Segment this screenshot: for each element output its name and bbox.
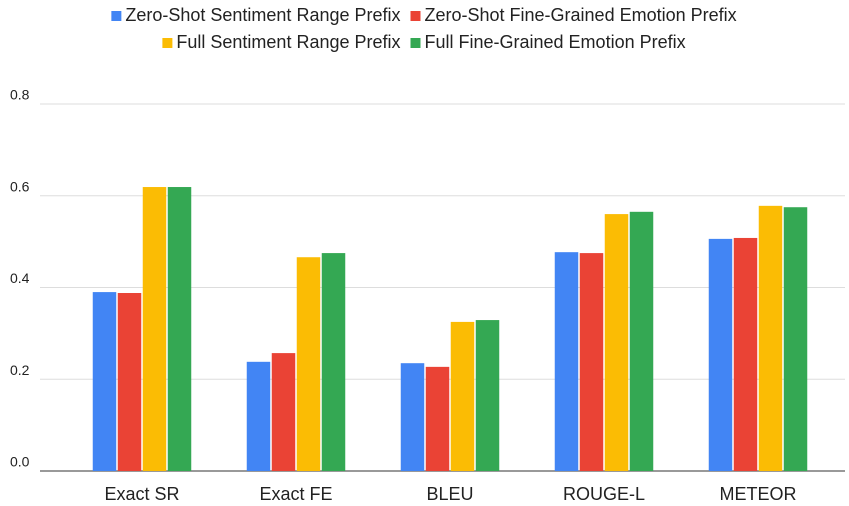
legend-item: Full Fine-Grained Emotion Prefix: [410, 32, 686, 52]
y-tick-label: 0.6: [10, 178, 30, 194]
legend-swatch: [410, 38, 421, 48]
bar: [117, 293, 142, 471]
legend-swatch: [111, 11, 122, 21]
bar: [321, 253, 346, 471]
bar: [554, 252, 579, 471]
x-tick-label: Exact FE: [259, 484, 332, 504]
legend-row: Zero-Shot Sentiment Range Prefix Zero-Sho…: [111, 5, 737, 25]
y-tick-label: 0.2: [10, 362, 30, 378]
bar: [758, 205, 783, 471]
bar: [783, 207, 808, 471]
bar: [579, 253, 604, 471]
bar: [475, 320, 500, 471]
legend-item: Full Sentiment Range Prefix: [162, 32, 401, 52]
bar: [629, 211, 654, 471]
y-tick-label: 0.8: [10, 87, 30, 103]
legend-label: Full Fine-Grained Emotion Prefix: [425, 32, 686, 52]
bar: [604, 214, 629, 471]
bar: [733, 237, 758, 471]
legend-swatch: [410, 11, 421, 21]
legend-label: Full Sentiment Range Prefix: [176, 32, 400, 52]
bar: [271, 353, 296, 471]
y-tick-label: 0.4: [10, 270, 30, 286]
bar: [425, 366, 450, 471]
x-tick-label: Exact SR: [104, 484, 179, 504]
y-tick-label: 0.0: [10, 454, 30, 470]
legend-item: Zero-Shot Fine-Grained Emotion Prefix: [410, 5, 737, 25]
x-tick-label: BLEU: [426, 484, 473, 504]
legend-label: Zero-Shot Fine-Grained Emotion Prefix: [425, 5, 737, 25]
legend-row: Full Sentiment Range Prefix Full Fine-Gra…: [162, 32, 686, 52]
legend-item: Zero-Shot Sentiment Range Prefix: [111, 5, 401, 25]
bar: [400, 363, 425, 471]
bar: [708, 238, 733, 471]
bar: [92, 292, 117, 471]
bar: [296, 257, 321, 471]
bar: [167, 187, 192, 471]
x-tick-label: METEOR: [719, 484, 796, 504]
legend-swatch: [162, 38, 173, 48]
bar: [142, 187, 167, 471]
bar: [450, 321, 475, 471]
bar: [246, 361, 271, 471]
x-tick-label: ROUGE-L: [563, 484, 645, 504]
legend-label: Zero-Shot Sentiment Range Prefix: [125, 5, 400, 25]
